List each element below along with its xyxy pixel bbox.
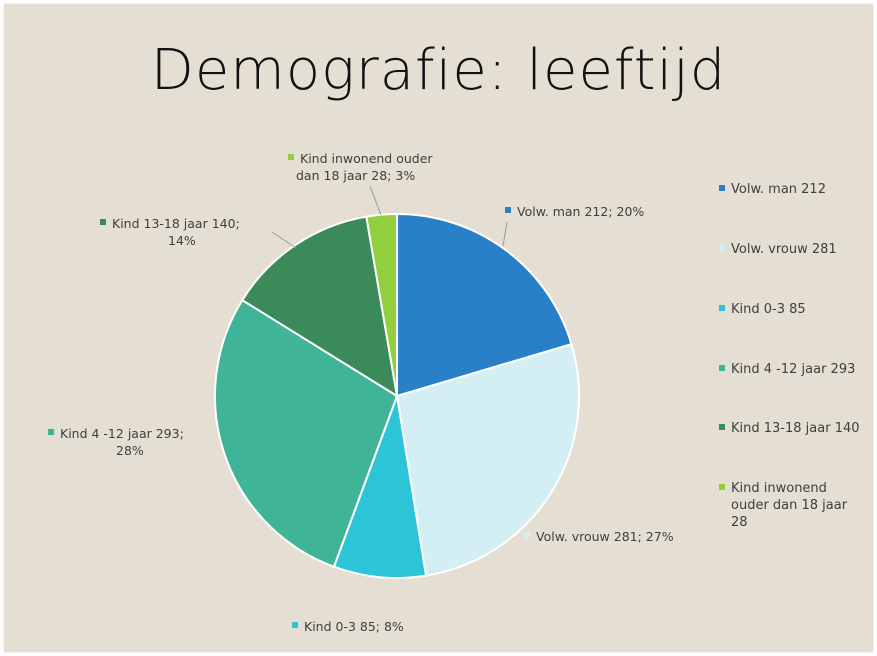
chart-title: Demografie: leeftijd: [150, 38, 727, 103]
data-label-marker: [505, 207, 511, 213]
data-label: Kind 0-3 85; 8%: [304, 619, 404, 634]
data-labels: Volw. man 212; 20% Volw. vrouw 281; 27% Ki…: [48, 151, 674, 634]
legend-marker: [719, 365, 725, 371]
data-label-marker: [524, 532, 530, 538]
data-label: Volw. vrouw 281; 27%: [536, 529, 674, 544]
pie-slice: [240, 215, 399, 399]
pie-slice: [396, 212, 573, 398]
legend-marker: [719, 424, 725, 430]
data-label: Kind 13-18 jaar 140; 14%: [112, 216, 240, 248]
data-label: Volw. man 212; 20%: [517, 204, 644, 219]
pie-slice: [332, 392, 428, 579]
data-label-marker: [288, 154, 294, 160]
legend-marker: [719, 305, 725, 311]
legend-entry: Kind 0-3 85: [731, 302, 806, 317]
legend: Volw. man 212 Volw. vrouw 281 Kind 0-3 85 K…: [719, 182, 860, 530]
legend-entry: Kind inwonend ouder dan 18 jaar 28: [731, 481, 848, 530]
data-label: Kind 4 -12 jaar 293; 28%: [60, 426, 184, 458]
pie-slice: [213, 298, 399, 569]
data-label-marker: [100, 219, 106, 225]
legend-entry: Volw. vrouw 281: [731, 242, 837, 257]
legend-entry: Kind 4 -12 jaar 293: [731, 362, 855, 377]
pie-slice: [365, 212, 398, 397]
legend-entry: Volw. man 212: [731, 182, 826, 197]
legend-marker: [719, 185, 725, 191]
leader-line: [369, 185, 382, 216]
leader-line: [502, 221, 508, 247]
legend-entry: Kind 13-18 jaar 140: [731, 421, 860, 436]
data-label-marker: [48, 429, 54, 435]
legend-marker: [719, 484, 725, 490]
pie-slice: [395, 342, 580, 577]
leader-line: [271, 231, 297, 249]
legend-marker: [719, 245, 725, 251]
leader-lines: [271, 185, 508, 249]
data-label-marker: [292, 622, 298, 628]
data-label: Kind inwonend ouder dan 18 jaar 28; 3%: [296, 151, 433, 183]
pie-slices: [213, 212, 580, 579]
